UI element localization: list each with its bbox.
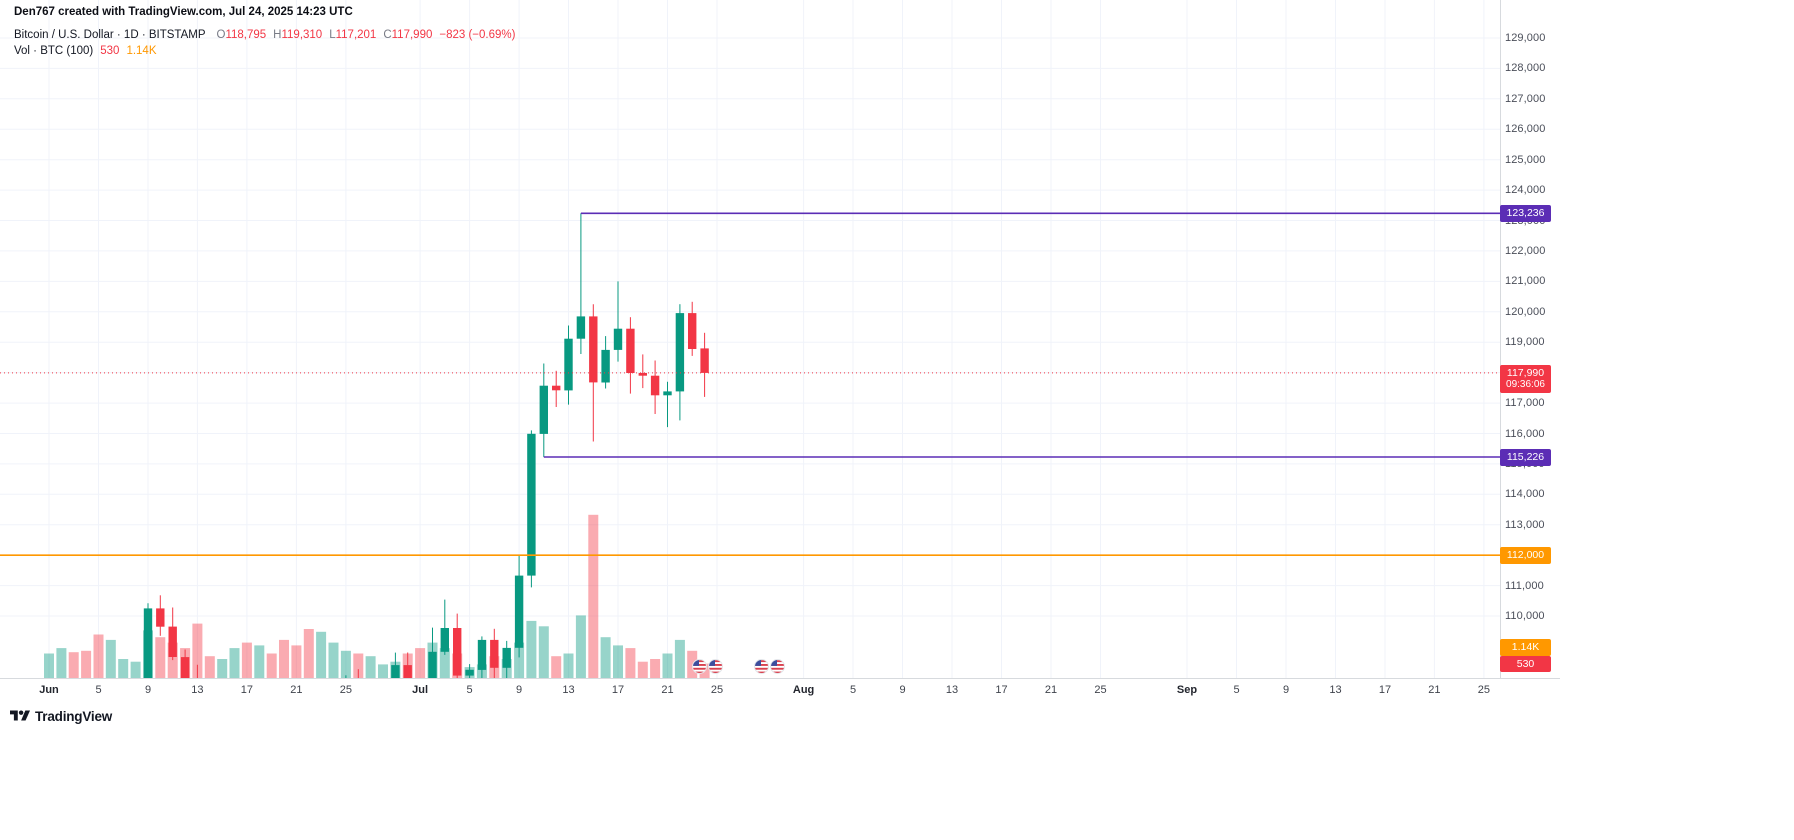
current-price-badge: 117,990 09:36:06 bbox=[1500, 364, 1551, 394]
ohlc-val: 119,310 bbox=[281, 29, 323, 41]
attribution-text: Den767 created with TradingView.com, Jul… bbox=[14, 6, 353, 18]
price-chart-canvas[interactable] bbox=[0, 0, 1560, 730]
time-axis-label: 21 bbox=[1428, 684, 1441, 696]
ohlc-val: 117,990 bbox=[391, 29, 433, 41]
time-axis-label: 9 bbox=[899, 684, 906, 696]
price-axis-label: 126,000 bbox=[1505, 123, 1546, 136]
volume-study-label: Vol · BTC (100) bbox=[14, 45, 94, 57]
time-axis-label: 5 bbox=[466, 684, 473, 696]
price-axis-label: 110,000 bbox=[1505, 610, 1545, 622]
price-axis-label: 122,000 bbox=[1505, 244, 1546, 257]
time-axis-label: 13 bbox=[191, 684, 204, 696]
tradingview-brand-text: TradingView bbox=[35, 708, 113, 724]
ohlc-key: O bbox=[216, 29, 226, 41]
price-axis-label: 113,000 bbox=[1505, 518, 1545, 531]
volume-value-badge: 530 bbox=[1500, 655, 1551, 673]
symbol-title[interactable]: Bitcoin / U.S. Dollar · 1D · BITSTAMP bbox=[14, 29, 206, 41]
economic-event-icon[interactable] bbox=[754, 659, 769, 674]
ohlc-val: 118,795 bbox=[225, 29, 267, 41]
bar-countdown: 09:36:06 bbox=[1506, 379, 1545, 391]
time-axis-label: 9 bbox=[516, 684, 523, 696]
price-axis-label: 119,000 bbox=[1505, 336, 1545, 349]
time-axis-label: 9 bbox=[1282, 684, 1290, 696]
time-axis-label: 17 bbox=[611, 684, 625, 696]
time-axis-label: 17 bbox=[1378, 684, 1392, 696]
time-axis-label: 25 bbox=[339, 684, 353, 696]
time-axis-label: 25 bbox=[1094, 684, 1107, 696]
tradingview-logo[interactable]: TradingView bbox=[10, 708, 112, 724]
time-axis-label: Aug bbox=[792, 684, 815, 696]
price-axis-label: 121,000 bbox=[1505, 275, 1546, 288]
change-value: −823 (−0.69%) bbox=[439, 29, 516, 41]
time-axis-label: Sep bbox=[1176, 684, 1198, 696]
key-level-line-badge: 112,000 bbox=[1500, 547, 1551, 564]
economic-event-icon[interactable] bbox=[708, 659, 724, 674]
price-axis-label: 114,000 bbox=[1505, 488, 1545, 501]
economic-event-icon[interactable] bbox=[770, 659, 786, 674]
volume-legend-row[interactable]: Vol · BTC (100) 530 1.14K bbox=[14, 45, 157, 57]
price-axis-label: 124,000 bbox=[1505, 184, 1546, 197]
price-axis-label: 128,000 bbox=[1505, 62, 1546, 75]
tradingview-logo-icon bbox=[10, 710, 30, 721]
time-axis-label: 25 bbox=[710, 684, 724, 696]
time-axis-label: 21 bbox=[1044, 684, 1058, 696]
volume-value: 530 bbox=[100, 45, 120, 57]
ohlc-key: H bbox=[273, 29, 282, 41]
ohlc-key: L bbox=[329, 29, 336, 41]
time-axis-label: 5 bbox=[95, 684, 102, 696]
price-axis-label: 127,000 bbox=[1505, 92, 1546, 105]
ohlc-key: C bbox=[383, 29, 392, 41]
level-lines[interactable] bbox=[0, 212, 1500, 557]
time-axis-label: 17 bbox=[240, 684, 254, 696]
symbol-legend-row[interactable]: Bitcoin / U.S. Dollar · 1D · BITSTAMP O11… bbox=[14, 29, 515, 41]
time-axis-label: 13 bbox=[945, 684, 959, 696]
price-axis-label: 125,000 bbox=[1505, 153, 1546, 166]
time-axis-label: 5 bbox=[849, 684, 857, 696]
price-axis-label: 111,000 bbox=[1505, 579, 1544, 592]
economic-event-icon[interactable] bbox=[692, 659, 708, 674]
time-axis-label: 17 bbox=[995, 684, 1008, 696]
resistance-line-badge: 123,236 bbox=[1500, 205, 1551, 222]
price-axis-label: 120,000 bbox=[1505, 305, 1546, 318]
support-line-badge: 115,226 bbox=[1500, 449, 1551, 466]
grid bbox=[0, 0, 1500, 678]
time-axis-label: 9 bbox=[144, 684, 152, 696]
time-axis-label: 21 bbox=[661, 684, 674, 696]
time-axis-label: Jun bbox=[39, 684, 59, 696]
volume-ma-badge: 1.14K bbox=[1500, 639, 1551, 656]
time-axis-label: 21 bbox=[290, 684, 303, 696]
price-axis-label: 129,000 bbox=[1505, 32, 1546, 44]
price-axis-label: 117,000 bbox=[1505, 397, 1545, 410]
ohlc-values: O118,795 H119,310 L117,201 C117,990 bbox=[210, 29, 433, 41]
volume-ma-value: 1.14K bbox=[126, 45, 157, 57]
time-axis-label: 13 bbox=[562, 684, 575, 696]
ohlc-val: 117,201 bbox=[335, 29, 377, 41]
price-axis-label: 116,000 bbox=[1505, 427, 1545, 440]
time-axis-label: 25 bbox=[1477, 684, 1491, 696]
time-axis-label: 13 bbox=[1329, 684, 1342, 696]
time-axis-label: 5 bbox=[1233, 684, 1240, 696]
time-axis-label: Jul bbox=[412, 684, 429, 696]
candles bbox=[143, 213, 709, 678]
